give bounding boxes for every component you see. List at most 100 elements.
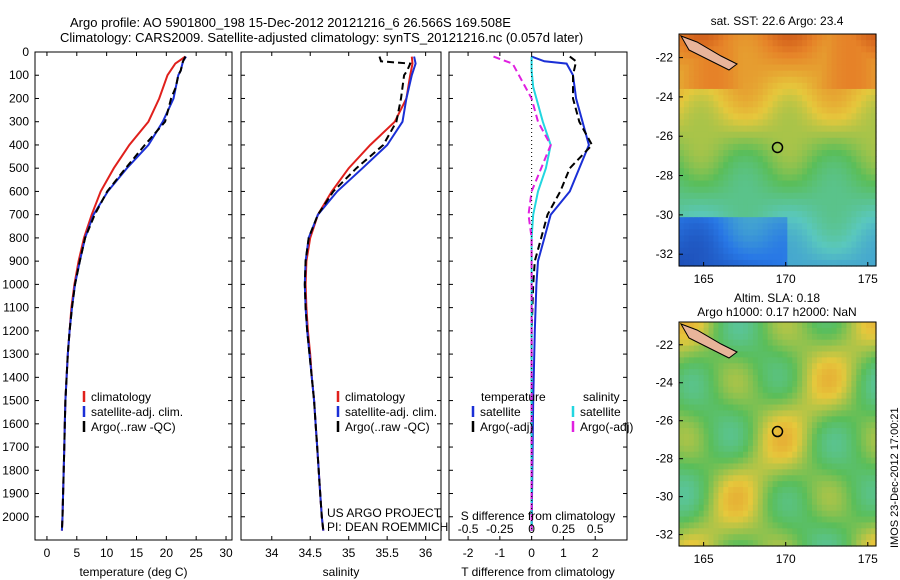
sla-map-cell (792, 375, 798, 382)
sla-map-cell (683, 416, 690, 423)
sla-map-cell (713, 451, 719, 459)
sst-map-cell (861, 247, 867, 255)
sst-map-cell (792, 64, 798, 72)
y-tick-label: 800 (9, 231, 29, 245)
sst-map-cell (841, 235, 848, 243)
sla-map-cell (723, 504, 729, 512)
sst-map-cell (802, 46, 808, 53)
sst-map-cell (683, 241, 690, 249)
sla-map-cell (792, 510, 798, 518)
sla-map-cell (743, 380, 749, 388)
sst-map-cell (797, 247, 803, 255)
sla-map-cell (713, 363, 719, 370)
sla-map-cell (851, 439, 857, 447)
sst-map-cell (792, 156, 798, 163)
y-tick-label: 1700 (2, 440, 29, 454)
sla-map-cell (762, 380, 769, 388)
sst-map-cell (703, 131, 710, 139)
sla-map-cell (831, 404, 838, 412)
sst-map-cell (747, 150, 754, 157)
sla-map-cell (772, 534, 779, 541)
sst-map-cell (831, 88, 838, 96)
sla-map-cell (762, 522, 769, 529)
sla-map-cell (831, 422, 838, 429)
sla-map-cell (846, 475, 852, 482)
sla-map-cell (683, 386, 690, 394)
sla-map-cell (752, 322, 759, 329)
sla-map-cell (767, 351, 774, 358)
sst-map-cell (693, 253, 700, 261)
sst-map-cell (713, 143, 719, 151)
sst-map-cell (698, 223, 705, 230)
sst-map-cell (787, 143, 793, 151)
sst-map-cell (826, 64, 833, 72)
sla-map-cell (747, 451, 754, 459)
sst-map-cell (836, 34, 843, 41)
sla-map-cell (767, 404, 774, 412)
sst-map-cell (811, 131, 818, 139)
sla-map-cell (757, 428, 764, 435)
sst-map-cell (777, 101, 784, 108)
sla-map-cell (807, 428, 813, 435)
sla-map-cell (703, 457, 710, 465)
sst-map-cell (743, 58, 749, 66)
sla-map-cell (826, 333, 833, 341)
sst-map-cell (782, 119, 788, 127)
sla-map-cell (728, 469, 734, 476)
sla-map-cell (752, 327, 759, 335)
sst-map-cell (831, 253, 838, 261)
sst-map-cell (723, 259, 729, 267)
sst-map-cell (866, 113, 872, 121)
sla-map-cell (743, 463, 749, 470)
sla-map-cell (787, 439, 793, 447)
sst-map-cell (747, 253, 754, 261)
sla-map-cell (762, 439, 769, 447)
sla-map-cell (821, 469, 828, 476)
sst-map-cell (816, 101, 823, 108)
plot-frame (448, 51, 628, 541)
sst-map-cell (718, 180, 724, 188)
sla-map-cell (688, 410, 695, 417)
sst-map-cell (743, 88, 749, 96)
plot-frame (240, 51, 442, 541)
map-y-tick-label: -28 (656, 169, 674, 183)
sst-map-cell (816, 217, 823, 224)
sla-map-cell (767, 451, 774, 459)
sla-map-cell (723, 469, 729, 476)
sla-map-cell (683, 528, 690, 535)
sst-map-cell (718, 253, 724, 261)
sst-map-cell (851, 204, 857, 212)
sst-map-cell (826, 211, 833, 218)
sla-map-cell (782, 386, 788, 394)
sst-map-cell (802, 156, 808, 163)
sla-map-cell (743, 410, 749, 417)
sst-map-cell (688, 64, 695, 72)
sst-map-cell (831, 217, 838, 224)
sla-map-cell (846, 445, 852, 453)
sla-map-cell (846, 398, 852, 406)
sst-map-cell (782, 198, 788, 206)
sla-map-cell (777, 498, 784, 506)
sla-map-cell (777, 333, 784, 341)
sst-map-cell (792, 174, 798, 182)
sst-map-cell (733, 174, 739, 182)
sst-map-cell (723, 180, 729, 188)
sst-map-cell (738, 76, 744, 84)
sla-map-cell (718, 416, 724, 423)
sla-map-cell (683, 516, 690, 524)
sla-map-cell (861, 516, 867, 524)
sla-map-cell (871, 345, 877, 353)
sla-map-cell (718, 434, 724, 441)
sla-map-cell (841, 428, 848, 435)
sst-map-cell (703, 107, 710, 114)
sla-map-cell (772, 528, 779, 535)
sla-map-cell (846, 451, 852, 459)
sla-map-cell (807, 451, 813, 459)
sla-map-cell (698, 410, 705, 417)
sst-map-cell (688, 119, 695, 127)
sla-map-cell (688, 339, 695, 347)
sla-map-cell (831, 439, 838, 447)
sst-map-cell (871, 52, 877, 60)
sst-map-cell (802, 150, 808, 157)
sst-map-cell (851, 82, 857, 90)
